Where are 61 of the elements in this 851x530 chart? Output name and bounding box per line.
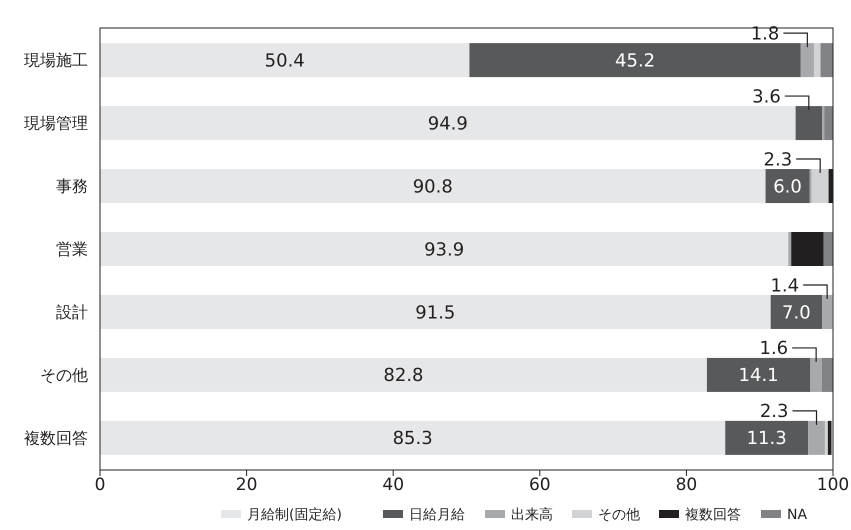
- bar: [100, 232, 788, 266]
- bar: [770, 294, 822, 329]
- legend-label: その他: [598, 506, 640, 523]
- y-tick-label: 現場施工: [24, 50, 88, 70]
- bar: [725, 420, 808, 455]
- bar: [100, 43, 470, 78]
- legend-label: 日給月給: [409, 506, 465, 523]
- data-label: 2.3: [764, 149, 792, 170]
- bar: [791, 232, 824, 266]
- bar: [812, 169, 829, 204]
- y-tick-label: 事務: [56, 176, 88, 196]
- y-tick-label: 設計: [56, 302, 88, 322]
- data-label: 45.2: [615, 50, 656, 72]
- x-tick-label: 0: [94, 475, 106, 495]
- bar: [814, 43, 821, 78]
- legend-label: NA: [787, 506, 808, 523]
- bar: [822, 294, 832, 329]
- x-tick-label: 80: [676, 475, 698, 495]
- bar: [824, 106, 833, 140]
- x-tick-label: 20: [236, 475, 258, 495]
- y-tick-label: その他: [40, 366, 88, 385]
- bar: [469, 43, 801, 78]
- bar: [824, 420, 828, 455]
- data-label: 14.1: [738, 365, 779, 386]
- bar: [810, 358, 822, 392]
- legend-label: 月給制(固定給): [247, 506, 342, 523]
- data-label: 93.9: [424, 239, 464, 260]
- x-tick-label: 40: [382, 475, 404, 495]
- bar: [823, 232, 833, 266]
- legend-label: 複数回答: [685, 506, 741, 523]
- bar: [100, 294, 771, 329]
- data-label: 82.8: [383, 365, 424, 386]
- data-label: 2.3: [760, 401, 789, 422]
- data-label: 50.4: [264, 50, 305, 72]
- bar: [800, 43, 814, 78]
- data-label: 90.8: [412, 176, 453, 198]
- y-tick-label: 複数回答: [24, 428, 88, 448]
- data-label: 6.0: [773, 176, 802, 198]
- bar: [808, 420, 825, 455]
- x-tick-label: 100: [816, 475, 850, 495]
- bar: [820, 43, 833, 78]
- data-label: 85.3: [392, 428, 433, 450]
- data-label: 11.3: [746, 428, 787, 450]
- bar: [100, 106, 796, 140]
- bar: [100, 420, 726, 455]
- data-label: 1.6: [760, 338, 788, 360]
- bar: [822, 358, 833, 392]
- y-tick-label: 現場管理: [24, 114, 88, 133]
- bar: [796, 106, 822, 140]
- y-tick-label: 営業: [56, 240, 88, 259]
- data-label: 7.0: [782, 302, 811, 324]
- bar: [100, 169, 766, 204]
- bar: [766, 169, 810, 204]
- x-tick-label: 60: [528, 475, 551, 495]
- bar: [706, 358, 810, 392]
- legend-label: 出来高: [511, 506, 553, 523]
- data-label: 91.5: [415, 302, 456, 324]
- data-label: 1.4: [770, 275, 800, 296]
- data-label: 94.9: [428, 113, 468, 134]
- data-label: 3.6: [752, 86, 781, 108]
- bar: [100, 358, 707, 392]
